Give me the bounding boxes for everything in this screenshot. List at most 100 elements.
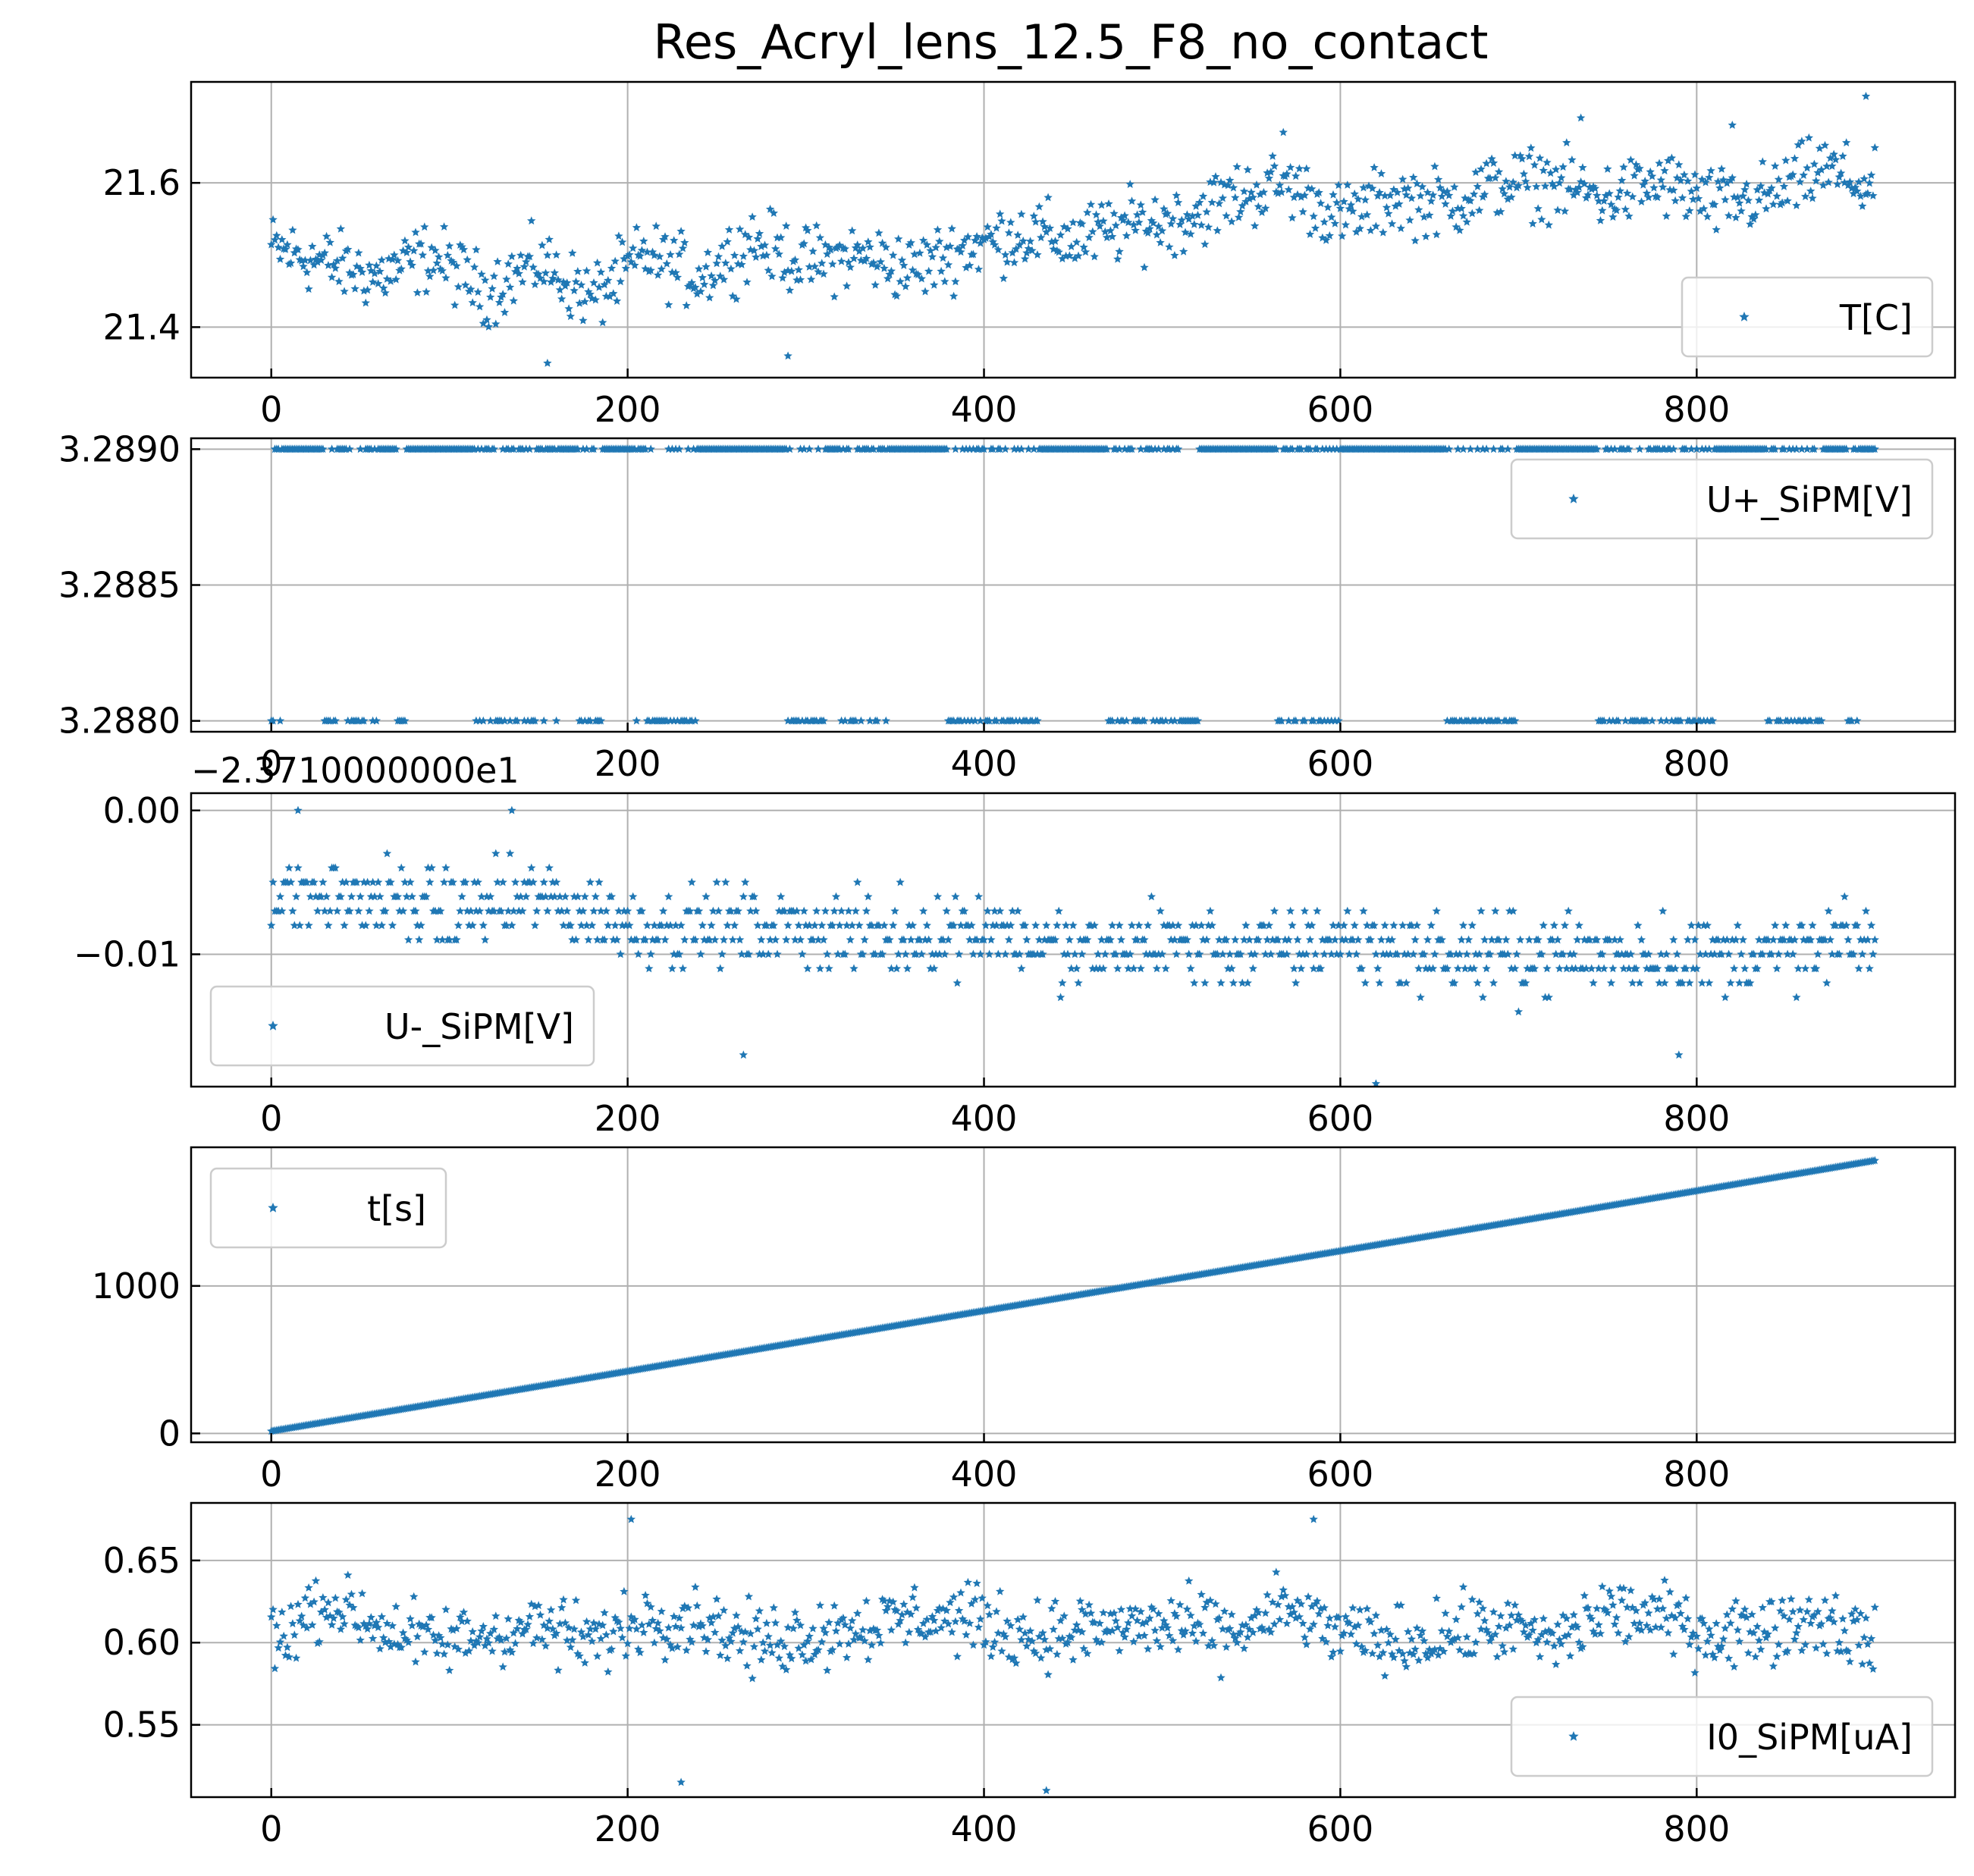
data-point	[299, 262, 308, 271]
data-point	[1061, 921, 1071, 930]
data-point	[293, 1599, 303, 1608]
data-point	[927, 252, 937, 261]
data-point	[908, 1592, 918, 1602]
data-point	[1647, 716, 1657, 725]
data-point	[1329, 921, 1338, 930]
data-point	[1774, 1639, 1784, 1649]
data-point	[823, 249, 832, 259]
data-point	[910, 249, 919, 259]
data-point	[1562, 1614, 1571, 1623]
data-point	[1300, 1633, 1310, 1642]
data-point	[993, 1628, 1003, 1637]
data-point	[1083, 208, 1092, 217]
data-point	[1806, 187, 1816, 195]
data-point	[1505, 1620, 1514, 1630]
data-point	[842, 1653, 852, 1661]
data-point	[1662, 1614, 1671, 1623]
data-point	[1514, 1007, 1524, 1016]
data-point	[329, 1614, 338, 1622]
data-point	[416, 921, 425, 930]
data-point	[482, 315, 491, 324]
data-point	[1692, 1632, 1701, 1640]
data-point	[999, 921, 1009, 930]
data-point	[1778, 1595, 1787, 1605]
data-point	[1489, 158, 1499, 167]
data-point	[1398, 921, 1408, 930]
data-point	[949, 291, 959, 300]
data-point	[632, 1624, 642, 1633]
data-point	[1198, 1629, 1208, 1637]
data-point	[1157, 949, 1167, 958]
data-point	[840, 244, 849, 253]
data-point	[924, 266, 934, 275]
data-point	[746, 906, 755, 915]
data-point	[1672, 949, 1682, 958]
data-point	[1623, 188, 1632, 197]
data-point	[1813, 168, 1822, 177]
data-point	[1135, 1631, 1144, 1640]
data-point	[278, 906, 287, 915]
data-point	[1354, 194, 1363, 203]
data-point	[880, 444, 889, 453]
data-point	[1058, 1633, 1067, 1642]
data-point	[723, 237, 732, 246]
data-point	[1853, 187, 1862, 196]
data-point	[1825, 153, 1835, 162]
data-point	[522, 1624, 531, 1633]
data-point	[815, 964, 825, 973]
data-point	[963, 716, 973, 725]
data-point	[278, 235, 287, 243]
data-point	[1338, 231, 1347, 240]
data-point	[1717, 1642, 1726, 1650]
data-point	[1822, 1649, 1831, 1658]
data-point	[848, 921, 857, 930]
data-point	[1457, 204, 1466, 212]
data-point	[769, 921, 778, 930]
data-point	[571, 277, 581, 286]
data-point	[1226, 175, 1235, 184]
data-point	[288, 1619, 297, 1628]
data-point	[908, 265, 918, 274]
data-point	[522, 892, 531, 901]
data-point	[374, 877, 383, 886]
data-point	[1157, 226, 1167, 235]
data-point	[1441, 1608, 1450, 1617]
data-point	[787, 266, 796, 275]
data-point	[609, 289, 618, 298]
data-point	[1517, 154, 1527, 163]
data-point	[1593, 1604, 1602, 1613]
data-point	[794, 265, 803, 274]
data-point	[507, 1648, 516, 1656]
data-point	[1078, 1605, 1087, 1614]
data-point	[1799, 1615, 1808, 1623]
data-point	[1351, 1639, 1361, 1648]
data-point	[1555, 964, 1564, 973]
data-point	[334, 1608, 344, 1617]
data-point	[976, 1614, 985, 1623]
data-point	[529, 262, 538, 271]
data-point	[1683, 177, 1693, 185]
data-point	[1771, 921, 1780, 930]
data-point	[701, 1647, 711, 1655]
data-point	[1473, 1609, 1482, 1618]
data-point	[892, 964, 902, 973]
data-point	[840, 1620, 849, 1629]
data-point	[742, 1661, 752, 1670]
data-point	[1612, 1613, 1621, 1622]
data-point	[612, 935, 622, 944]
data-point	[1516, 935, 1525, 944]
data-point	[1193, 716, 1203, 725]
data-point	[1768, 1661, 1778, 1671]
data-point	[1552, 165, 1561, 174]
data-point	[1432, 1593, 1441, 1602]
data-point	[1615, 187, 1624, 195]
data-point	[1637, 1626, 1646, 1634]
data-point	[432, 259, 441, 267]
data-point	[1147, 216, 1156, 224]
data-point	[1870, 444, 1879, 453]
data-point	[1847, 1609, 1856, 1618]
data-point	[1022, 248, 1031, 257]
data-point	[370, 268, 379, 278]
data-point	[1751, 1652, 1760, 1661]
data-point	[931, 1627, 940, 1635]
